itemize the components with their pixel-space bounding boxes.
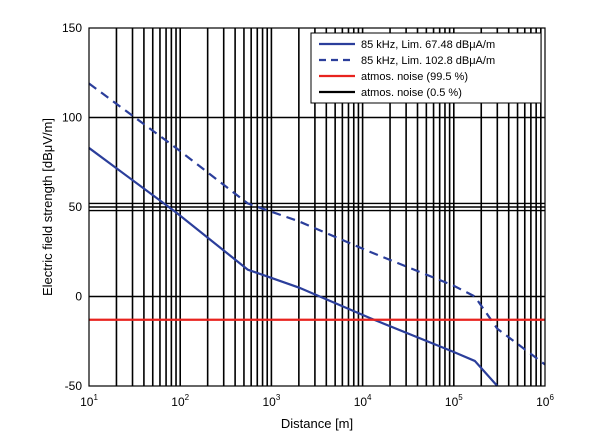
y-tick-label: 50	[69, 200, 83, 214]
x-tick-labels: 101 102 103 104 105 106	[80, 393, 554, 409]
x-axis-label: Distance [m]	[281, 416, 353, 431]
x-tick-label: 104	[354, 393, 372, 409]
y-tick-label: -50	[65, 379, 83, 393]
legend-entry-label: 85 kHz, Lim. 102.8 dBμA/m	[361, 55, 495, 67]
series-line-1	[88, 147, 499, 387]
x-tick-label: 106	[536, 393, 554, 409]
y-axis-label: Electric field strength [dBμV/m]	[40, 118, 55, 296]
x-tick-label: 102	[171, 393, 189, 409]
horizontal-grid-lines	[89, 116, 545, 298]
legend-entry-label: 85 kHz, Lim. 67.48 dBμA/m	[361, 39, 495, 51]
legend-entry-label: atmos. noise (99.5 %)	[361, 71, 468, 83]
x-tick-label: 101	[80, 393, 98, 409]
y-tick-label: 150	[62, 21, 82, 35]
x-tick-label: 103	[262, 393, 280, 409]
y-tick-label: 100	[62, 111, 82, 125]
x-tick-label: 105	[445, 393, 463, 409]
plot-frame	[88, 27, 546, 387]
legend: 85 kHz, Lim. 67.48 dBμA/m 85 kHz, Lim. 10…	[310, 32, 542, 104]
y-tick-label: 0	[75, 290, 82, 304]
legend-entry-label: atmos. noise (0.5 %)	[361, 87, 462, 99]
series-layer	[88, 82, 546, 387]
y-tick-labels: -50 0 50 100 150	[62, 21, 82, 393]
series-line-2	[88, 82, 546, 366]
